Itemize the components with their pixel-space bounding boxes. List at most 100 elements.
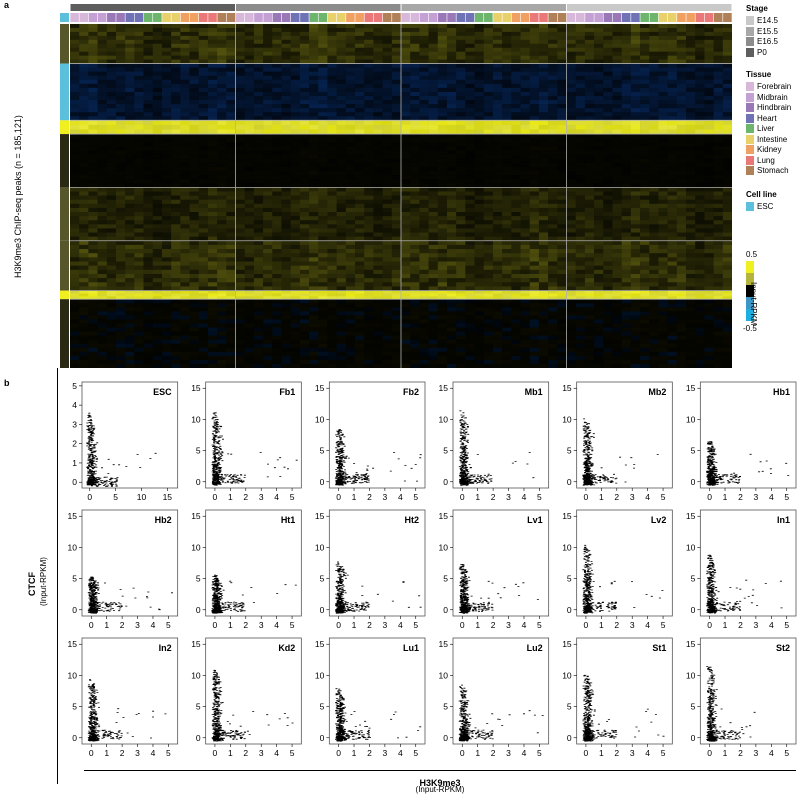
heatmap-cell — [548, 79, 558, 85]
heatmap-cell — [722, 120, 732, 126]
heatmap-cell — [410, 207, 420, 213]
heatmap-cell — [713, 286, 724, 291]
heatmap-cell — [446, 203, 457, 209]
heatmap-cell — [327, 236, 337, 242]
heatmap-cell — [263, 265, 273, 271]
heatmap-cell — [226, 87, 236, 93]
heatmap-cell — [465, 203, 475, 209]
heatmap-cell — [226, 273, 236, 279]
heatmap-cell — [226, 175, 236, 180]
heatmap-cell — [437, 282, 448, 287]
heatmap-cell — [594, 187, 604, 192]
heatmap-cell — [492, 43, 503, 49]
heatmap-cell — [70, 79, 80, 85]
heatmap-cell — [198, 43, 209, 49]
heatmap-cell — [189, 162, 200, 168]
heatmap-cell — [106, 278, 117, 283]
heatmap-cell — [575, 55, 586, 60]
heatmap-cell — [695, 43, 705, 49]
heatmap-cell — [713, 296, 724, 300]
heatmap-cell — [364, 179, 374, 184]
heatmap-cell — [483, 83, 494, 89]
heatmap-cell — [318, 134, 328, 139]
heatmap-cell — [713, 75, 724, 81]
heatmap-tissue-cell — [254, 13, 263, 22]
heatmap-cell — [492, 79, 503, 85]
heatmap-cell — [474, 100, 485, 105]
heatmap-cell — [667, 120, 678, 126]
heatmap-cell — [566, 207, 576, 213]
heatmap-cell — [198, 138, 209, 143]
heatmap-cell — [263, 100, 273, 105]
heatmap-cell — [235, 47, 245, 52]
heatmap-cell — [143, 282, 154, 287]
heatmap-cell — [695, 195, 705, 201]
heatmap-cell — [649, 91, 659, 97]
heatmap-cell — [327, 207, 337, 213]
heatmap-cell — [235, 195, 245, 201]
heatmap-cell — [640, 43, 650, 49]
heatmap-cell — [88, 175, 98, 180]
heatmap-cell — [198, 290, 209, 294]
heatmap-cell — [382, 138, 393, 143]
heatmap-cell — [355, 286, 365, 291]
heatmap-cell — [318, 83, 328, 89]
heatmap-cell — [281, 265, 291, 271]
heatmap-cell — [520, 296, 531, 300]
heatmap-cell — [134, 95, 144, 101]
heatmap-cell — [299, 120, 310, 126]
heatmap-cell — [474, 195, 485, 201]
heatmap-cell — [253, 179, 264, 184]
heatmap-cell — [492, 207, 503, 213]
heatmap-cell — [79, 24, 89, 29]
heatmap-cell — [603, 79, 613, 85]
heatmap-cell — [722, 142, 732, 147]
heatmap-cell — [658, 183, 668, 188]
heatmap-cell — [419, 43, 429, 49]
heatmap-cell — [290, 244, 301, 250]
heatmap-cell — [649, 179, 659, 184]
heatmap-cell — [235, 150, 245, 155]
heatmap-cell — [722, 95, 732, 101]
heatmap-cell — [428, 207, 439, 213]
heatmap-cell — [603, 27, 613, 33]
heatmap-cell — [180, 59, 190, 64]
heatmap-cell — [529, 195, 540, 201]
heatmap-cell — [244, 146, 255, 151]
heatmap-cell — [676, 216, 687, 221]
heatmap-cell — [263, 95, 273, 101]
heatmap-cell — [492, 27, 503, 33]
heatmap-cell — [419, 228, 429, 233]
heatmap-cell — [373, 282, 383, 287]
heatmap-cell — [364, 43, 374, 49]
heatmap-cell — [198, 112, 209, 117]
heatmap-cell — [189, 83, 200, 89]
heatmap-cell — [152, 273, 163, 279]
heatmap-cell — [226, 104, 236, 109]
heatmap-cell — [217, 134, 227, 139]
heatmap-cell — [152, 83, 163, 89]
heatmap-cell — [161, 63, 172, 68]
heatmap-cell — [446, 296, 457, 300]
heatmap-cell — [88, 195, 98, 201]
heatmap-cell — [309, 116, 319, 121]
heatmap-cell — [465, 195, 475, 201]
heatmap-cell — [557, 199, 567, 205]
heatmap-cell — [134, 257, 144, 262]
heatmap-cell — [189, 187, 200, 192]
heatmap-cell — [722, 269, 732, 275]
heatmap-cell — [244, 220, 255, 225]
heatmap-cell — [722, 278, 732, 283]
heatmap-cell — [529, 273, 540, 279]
heatmap-cell — [161, 216, 172, 221]
heatmap-cell — [217, 290, 227, 294]
heatmap-cell — [272, 175, 282, 180]
heatmap-cell — [171, 203, 181, 209]
heatmap-cell — [603, 187, 613, 192]
heatmap-cell — [299, 91, 310, 97]
heatmap-cell — [594, 203, 604, 209]
heatmap-cell — [318, 150, 328, 155]
heatmap-cell — [667, 91, 678, 97]
heatmap-cell — [566, 31, 576, 37]
heatmap-cell — [207, 35, 218, 41]
